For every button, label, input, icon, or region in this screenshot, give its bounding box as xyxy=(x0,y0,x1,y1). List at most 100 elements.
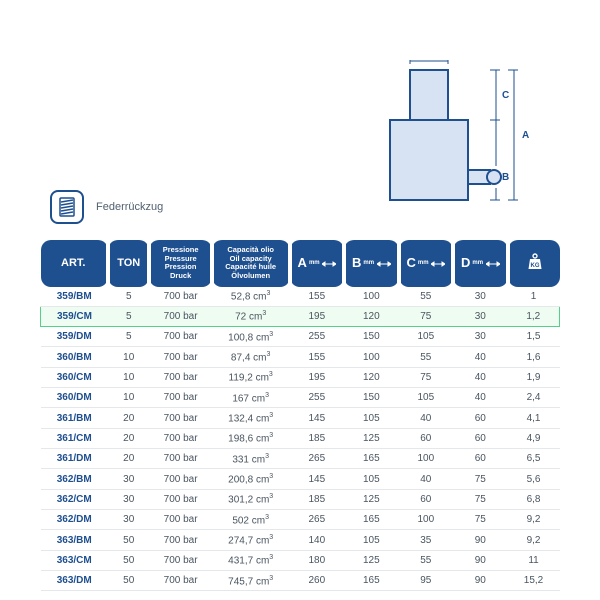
table-row: 359/BM5700 bar52,8 cm315510055301 xyxy=(41,287,560,307)
cell-oil: 87,4 cm3 xyxy=(212,347,290,367)
legend: Federrückzug xyxy=(50,190,163,224)
cell-d: 60 xyxy=(453,428,507,448)
cell-ton: 20 xyxy=(108,408,150,428)
cell-d: 30 xyxy=(453,287,507,307)
table-row: 359/DM5700 bar100,8 cm3255150105301,5 xyxy=(41,327,560,347)
cell-kg: 11 xyxy=(508,550,560,570)
cell-b: 165 xyxy=(344,510,398,530)
cell-a: 185 xyxy=(290,428,344,448)
cell-c: 40 xyxy=(399,408,453,428)
cell-ton: 50 xyxy=(108,550,150,570)
cell-kg: 1,5 xyxy=(508,327,560,347)
cell-oil: 274,7 cm3 xyxy=(212,530,290,550)
col-header-a: Amm xyxy=(290,240,344,287)
cell-c: 75 xyxy=(399,367,453,387)
cell-art: 361/BM xyxy=(41,408,108,428)
cell-oil: 331 cm3 xyxy=(212,449,290,469)
col-header-pressure: PressionePressurePressionDruck xyxy=(149,240,211,287)
cell-art: 359/BM xyxy=(41,287,108,307)
cell-d: 90 xyxy=(453,571,507,591)
cell-kg: 6,8 xyxy=(508,489,560,509)
cell-a: 155 xyxy=(290,347,344,367)
cell-art: 363/BM xyxy=(41,530,108,550)
cell-a: 145 xyxy=(290,469,344,489)
cell-c: 105 xyxy=(399,388,453,408)
cell-pressure: 700 bar xyxy=(149,571,211,591)
cell-art: 361/CM xyxy=(41,428,108,448)
cell-oil: 502 cm3 xyxy=(212,510,290,530)
cell-ton: 50 xyxy=(108,571,150,591)
table-row: 360/DM10700 bar167 cm3255150105402,4 xyxy=(41,388,560,408)
cell-c: 40 xyxy=(399,469,453,489)
cell-b: 120 xyxy=(344,367,398,387)
cell-ton: 10 xyxy=(108,347,150,367)
cell-c: 100 xyxy=(399,510,453,530)
cell-oil: 100,8 cm3 xyxy=(212,327,290,347)
cell-art: 361/DM xyxy=(41,449,108,469)
col-header-art: ART. xyxy=(41,240,108,287)
cell-kg: 1,9 xyxy=(508,367,560,387)
col-header-kg: KG xyxy=(508,240,560,287)
cell-oil: 200,8 cm3 xyxy=(212,469,290,489)
cell-kg: 9,2 xyxy=(508,510,560,530)
cell-pressure: 700 bar xyxy=(149,510,211,530)
cell-c: 60 xyxy=(399,428,453,448)
cell-ton: 5 xyxy=(108,306,150,326)
spec-table: ART. TON PressionePressurePressionDruck … xyxy=(40,240,560,591)
col-header-b: Bmm xyxy=(344,240,398,287)
cell-art: 363/DM xyxy=(41,571,108,591)
cell-pressure: 700 bar xyxy=(149,449,211,469)
cell-ton: 5 xyxy=(108,287,150,307)
spring-return-icon xyxy=(50,190,84,224)
cell-b: 150 xyxy=(344,327,398,347)
weight-icon: KG xyxy=(526,263,544,273)
cell-d: 30 xyxy=(453,327,507,347)
cell-ton: 20 xyxy=(108,428,150,448)
cell-kg: 1,6 xyxy=(508,347,560,367)
col-header-ton: TON xyxy=(108,240,150,287)
cell-a: 255 xyxy=(290,388,344,408)
cell-c: 75 xyxy=(399,306,453,326)
cell-oil: 119,2 cm3 xyxy=(212,367,290,387)
cell-d: 90 xyxy=(453,530,507,550)
cell-ton: 20 xyxy=(108,449,150,469)
table-row: 363/DM50700 bar745,7 cm3260165959015,2 xyxy=(41,571,560,591)
table-row: 362/BM30700 bar200,8 cm314510540755,6 xyxy=(41,469,560,489)
cell-a: 195 xyxy=(290,306,344,326)
table-row: 361/DM20700 bar331 cm3265165100606,5 xyxy=(41,449,560,469)
cell-c: 60 xyxy=(399,489,453,509)
cell-b: 105 xyxy=(344,530,398,550)
cell-kg: 15,2 xyxy=(508,571,560,591)
cell-art: 362/DM xyxy=(41,510,108,530)
cell-ton: 10 xyxy=(108,388,150,408)
cell-a: 255 xyxy=(290,327,344,347)
cell-oil: 52,8 cm3 xyxy=(212,287,290,307)
cell-b: 165 xyxy=(344,449,398,469)
table-row: 360/BM10700 bar87,4 cm315510055401,6 xyxy=(41,347,560,367)
cell-art: 359/CM xyxy=(41,306,108,326)
cell-c: 95 xyxy=(399,571,453,591)
cell-ton: 30 xyxy=(108,510,150,530)
cell-a: 145 xyxy=(290,408,344,428)
table-row: 360/CM10700 bar119,2 cm319512075401,9 xyxy=(41,367,560,387)
cell-oil: 301,2 cm3 xyxy=(212,489,290,509)
table-row: 362/CM30700 bar301,2 cm318512560756,8 xyxy=(41,489,560,509)
col-header-c: Cmm xyxy=(399,240,453,287)
cell-kg: 1,2 xyxy=(508,306,560,326)
cell-d: 60 xyxy=(453,408,507,428)
diagram-label-b: B xyxy=(502,172,509,183)
cell-d: 75 xyxy=(453,469,507,489)
cell-pressure: 700 bar xyxy=(149,550,211,570)
table-row: 361/CM20700 bar198,6 cm318512560604,9 xyxy=(41,428,560,448)
diagram-label-c: C xyxy=(502,90,509,101)
cell-kg: 9,2 xyxy=(508,530,560,550)
cell-c: 105 xyxy=(399,327,453,347)
cell-ton: 30 xyxy=(108,469,150,489)
cell-oil: 167 cm3 xyxy=(212,388,290,408)
cell-kg: 1 xyxy=(508,287,560,307)
table-row: 361/BM20700 bar132,4 cm314510540604,1 xyxy=(41,408,560,428)
cell-kg: 2,4 xyxy=(508,388,560,408)
cell-kg: 6,5 xyxy=(508,449,560,469)
cell-b: 120 xyxy=(344,306,398,326)
cell-c: 55 xyxy=(399,550,453,570)
